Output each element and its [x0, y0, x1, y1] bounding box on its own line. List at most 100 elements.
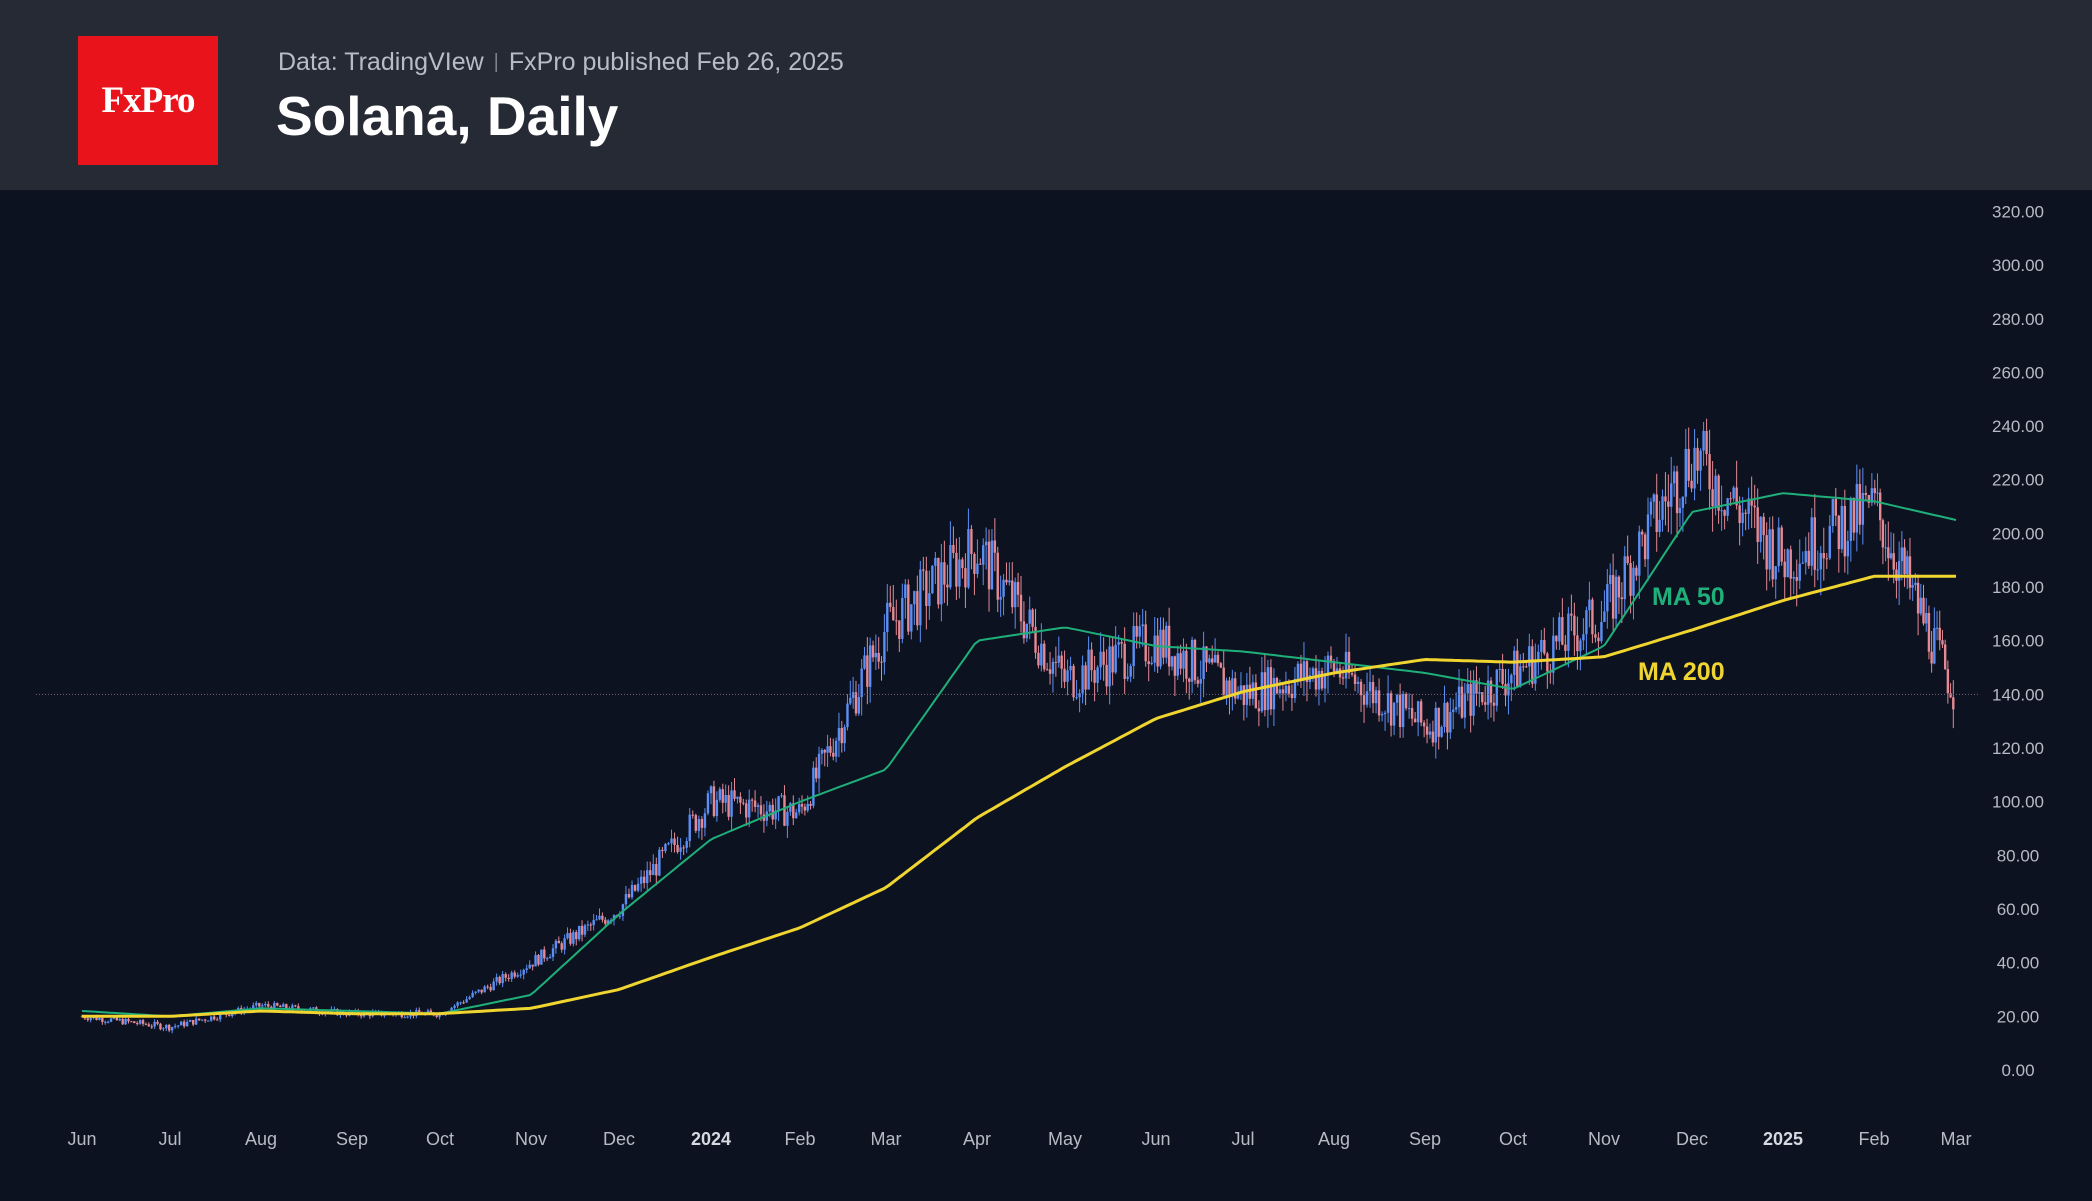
candle-body [883, 631, 886, 663]
candle-body [1843, 505, 1847, 557]
candle-body [1075, 697, 1078, 699]
candle-body [1278, 689, 1282, 694]
candle-body [1002, 579, 1005, 597]
candle-body [1762, 516, 1765, 536]
candle-body [1531, 646, 1534, 684]
candle-body [840, 728, 843, 744]
candle-body [1066, 670, 1069, 682]
candle-body [312, 1007, 315, 1009]
candle-body [1672, 471, 1676, 484]
candle-body [750, 799, 754, 801]
candle-body [1045, 669, 1049, 671]
y-tick-label: 40.00 [1997, 954, 2040, 973]
ma200-label: MA 200 [1638, 658, 1725, 686]
candle-body [1696, 447, 1699, 471]
y-tick-label: 160.00 [1992, 632, 2044, 651]
candle-body [1225, 680, 1228, 696]
candle-body [141, 1020, 145, 1024]
candle-body [1537, 651, 1540, 660]
candle-body [1019, 594, 1023, 622]
candle-body [973, 553, 976, 574]
candle-body [676, 845, 679, 852]
candle-body [216, 1019, 219, 1021]
candle-body [1335, 668, 1339, 672]
candle-body [462, 1002, 465, 1004]
y-tick-label: 200.00 [1992, 524, 2044, 543]
candle-body [871, 645, 875, 658]
candle-body [1401, 694, 1405, 728]
candle-body [826, 746, 829, 753]
candle-body [1777, 527, 1780, 567]
candle-body [1561, 617, 1564, 645]
candle-body [1780, 527, 1783, 562]
data-source: Data: TradingVIew [278, 48, 484, 76]
candle-body [904, 584, 907, 598]
candle-body [1188, 678, 1191, 682]
candle-body [1211, 658, 1214, 663]
x-tick-label: Jun [1141, 1129, 1170, 1149]
logo-text: FxPro [101, 80, 196, 121]
candle-body [823, 749, 826, 753]
candle-body [990, 540, 994, 590]
candle-body [583, 925, 587, 935]
candle-body [569, 933, 572, 944]
candle-body [1906, 556, 1909, 575]
candle-body [1481, 692, 1484, 703]
candle-body [1293, 678, 1297, 699]
candle-body [1705, 430, 1708, 455]
candle-body [1933, 628, 1936, 664]
candle-body [1153, 635, 1156, 663]
candle-body [1655, 494, 1658, 532]
candle-body [435, 1015, 438, 1017]
candle-body [1069, 665, 1072, 671]
candle-body [607, 920, 610, 924]
candle-body [1489, 680, 1493, 703]
candle-body [946, 584, 949, 588]
candle-body [964, 568, 967, 588]
candle-body [745, 803, 748, 818]
candle-body [792, 803, 795, 819]
candle-body [191, 1019, 195, 1025]
candle-body [133, 1021, 136, 1024]
candle-body [1245, 684, 1249, 705]
x-tick-label: Jun [67, 1129, 96, 1149]
candle-body [1922, 597, 1925, 624]
candle-body [1756, 507, 1759, 542]
candle-body [1182, 650, 1185, 669]
candle-body [1528, 646, 1531, 667]
candle-body [1205, 646, 1208, 663]
candle-body [586, 924, 590, 926]
x-tick-label: Feb [784, 1129, 815, 1149]
fxpro-logo[interactable]: FxPro [78, 36, 218, 165]
candle-body [1582, 634, 1585, 641]
candle-body [1449, 712, 1452, 733]
candle-body [480, 989, 483, 993]
candle-body [934, 557, 937, 566]
candle-body [575, 932, 578, 940]
candle-body [1114, 644, 1117, 673]
candle-body [780, 795, 783, 797]
candle-body [1425, 726, 1429, 735]
candle-body [1840, 505, 1844, 550]
candle-body [1078, 693, 1081, 698]
candle-body [471, 992, 474, 998]
candle-body [453, 1005, 456, 1008]
candle-body [1216, 654, 1220, 664]
candle-body [721, 789, 724, 803]
candle-body [993, 540, 997, 553]
candle-body [679, 847, 682, 852]
candle-body [1753, 505, 1756, 508]
candle-body [1834, 499, 1837, 516]
candle-body [976, 563, 979, 574]
candle-body [1362, 695, 1366, 705]
candle-body [1117, 642, 1120, 645]
candle-body [1726, 498, 1729, 516]
candle-body [1643, 534, 1647, 560]
candle-body [333, 1008, 336, 1010]
candle-body [1202, 646, 1205, 680]
candle-body [1269, 667, 1273, 710]
candle-body [1483, 702, 1487, 705]
candle-body [1555, 635, 1558, 642]
candle-body [1422, 722, 1426, 727]
candle-body [1185, 650, 1188, 679]
